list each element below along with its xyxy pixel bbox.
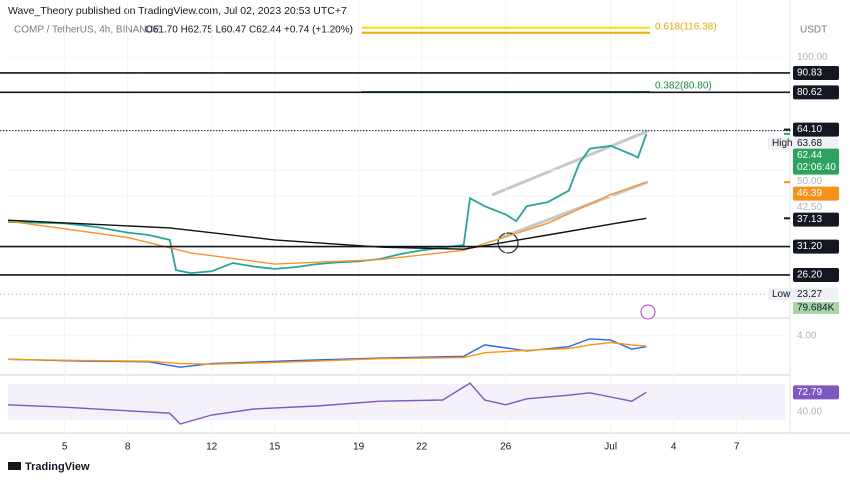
ohlc: O61.70 H62.75 L60.47 C62.44 +0.74 (+1.20… (145, 25, 353, 36)
channel-line (499, 180, 649, 240)
rsi-band (8, 384, 785, 420)
countdown: 02:06:40 (797, 162, 836, 173)
x-tick-label: 26 (500, 442, 512, 453)
price-label: 37.13 (797, 214, 822, 225)
price-label-box (793, 85, 839, 100)
x-tick-label: 12 (206, 442, 218, 453)
price-label-box (793, 239, 839, 254)
price-label: 90.83 (797, 68, 822, 79)
currency: USDT (800, 25, 827, 36)
y-tick-label: 4.00 (797, 330, 817, 341)
channel-line (491, 129, 649, 197)
last-value-label: 72.79 (797, 387, 822, 398)
volume-label: 79.684K (797, 303, 835, 314)
series-line (7, 382, 647, 425)
x-tick-label: 8 (125, 442, 131, 453)
price-label: 80.62 (797, 87, 822, 98)
fib-label: 0.382(80.80) (655, 81, 712, 92)
x-tick-label: Jul (604, 442, 617, 453)
x-tick-label: 5 (62, 442, 68, 453)
y-tick-label: 42.50 (797, 202, 822, 213)
price-label-box (793, 148, 839, 175)
series-line (7, 133, 648, 275)
volume-box (793, 302, 839, 314)
series-line (7, 217, 647, 250)
event-icon (640, 304, 656, 320)
price-label-box (793, 267, 839, 282)
price-label: 62.44 (797, 150, 822, 161)
series-line (7, 181, 647, 265)
publisher-line: Wave_Theory published on TradingView.com… (8, 5, 347, 17)
price-label-box (793, 186, 839, 201)
x-tick-label: 4 (671, 442, 677, 453)
footer-brand: TradingView (25, 461, 90, 473)
price-label-box (793, 212, 839, 227)
chart-layer: 5 8 12 15 19 22 26 Jul 4 7 0.618(116.38) 0.382(80.8… (0, 0, 839, 453)
last-value-box (793, 385, 839, 400)
series-line (7, 341, 647, 365)
logo (8, 462, 21, 470)
price-label: 64.10 (797, 124, 822, 135)
x-tick-label: 19 (353, 442, 365, 453)
high-label: 63.68 (797, 138, 822, 149)
y-tick-label: 40.00 (797, 407, 822, 418)
price-label-box (793, 65, 839, 80)
y-tick-label: 50.00 (797, 176, 822, 187)
price-label: 31.20 (797, 241, 822, 252)
y-tick-label: 100.00 (797, 52, 828, 63)
symbol-title: COMP / TetherUS, 4h, BINANCE (14, 25, 161, 36)
price-label: 46.39 (797, 188, 822, 199)
price-label-box (793, 122, 839, 137)
high-text: High (772, 138, 793, 149)
fib-label: 0.618(116.38) (655, 21, 717, 32)
series-line (7, 338, 647, 368)
low-label: 23.27 (797, 289, 822, 300)
x-tick-label: 15 (269, 442, 281, 453)
price-label: 26.20 (797, 270, 822, 281)
low-text: Low (772, 289, 791, 300)
x-tick-label: 7 (734, 442, 740, 453)
x-tick-label: 22 (416, 442, 428, 453)
high-box (768, 137, 838, 150)
low-box (768, 288, 838, 301)
